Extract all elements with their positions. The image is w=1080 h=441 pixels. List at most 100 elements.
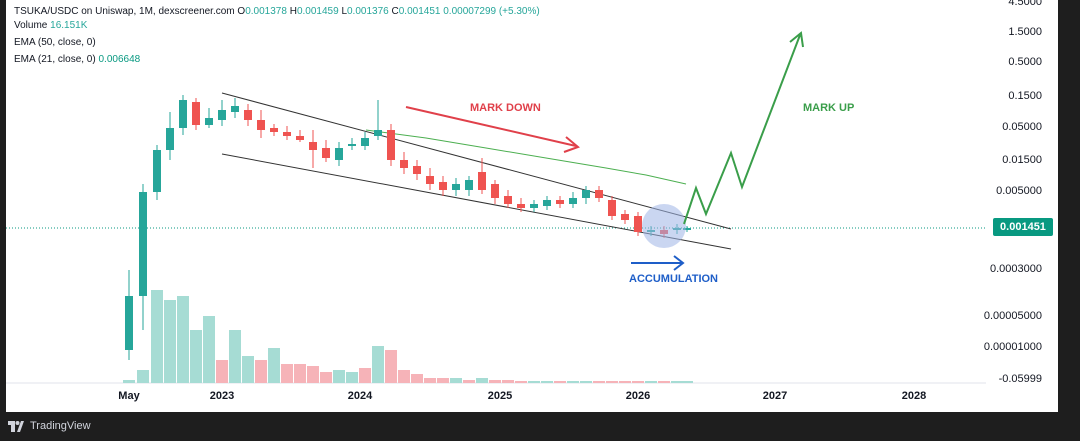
tradingview-brand: TradingView (30, 420, 91, 432)
volume-bar (255, 360, 267, 383)
candle-body (452, 184, 460, 190)
time-tick: May (118, 390, 140, 402)
price-tick: -0.05999 (998, 373, 1042, 385)
ohlc-high-label: H (289, 6, 297, 17)
candles (125, 95, 691, 360)
candle-body (179, 100, 187, 128)
candle-body (426, 176, 434, 184)
volume-bar (398, 370, 410, 383)
volume-bar (359, 368, 371, 383)
candle-body (139, 192, 147, 296)
price-tick: 0.0003000 (990, 263, 1042, 275)
volume-bar (515, 381, 527, 383)
volume-bar (411, 374, 423, 383)
candle-body (348, 144, 356, 146)
ohlc-open-label: O (237, 6, 246, 17)
candle-body (309, 142, 317, 150)
ohlc-high-value: 0.001459 (296, 6, 339, 17)
candle-body (491, 184, 499, 198)
price-tick: 0.05000 (1002, 121, 1042, 133)
candle-body (400, 160, 408, 168)
candle-body (296, 136, 304, 140)
candle-body (569, 198, 577, 204)
accumulation-arrow (631, 255, 685, 271)
legend-volume[interactable]: Volume 16.151K (14, 20, 87, 31)
time-tick: 2023 (209, 390, 235, 402)
ohlc-low-label: L (341, 6, 347, 17)
time-tick: 2026 (625, 390, 651, 402)
right-scrollbar[interactable] (1058, 0, 1080, 412)
mark-down-arrow (405, 106, 580, 153)
price-tick: 1.5000 (1008, 26, 1042, 38)
candle-body (205, 118, 213, 125)
volume-bar (606, 381, 618, 383)
ohlc-close-label: C (391, 6, 399, 17)
volume-bar (137, 370, 149, 383)
volume-bar (528, 381, 540, 383)
plot-canvas[interactable] (6, 0, 1058, 412)
price-tick: 4.5000 (1008, 0, 1042, 8)
mark-up-label: MARK UP (803, 102, 855, 114)
volume-bars (123, 290, 693, 383)
time-tick: 2024 (347, 390, 373, 402)
volume-bar (554, 381, 566, 383)
candle-body (231, 106, 239, 112)
volume-bar (476, 378, 488, 383)
volume-bar (333, 370, 345, 383)
chart-area[interactable]: TSUKA/USDC on Uniswap, 1M, dexscreener.c… (6, 0, 1058, 412)
volume-bar (268, 348, 280, 383)
volume-bar (229, 330, 241, 383)
candle-body (543, 200, 551, 206)
volume-bar (216, 360, 228, 383)
volume-bar (203, 316, 215, 383)
candle-body (504, 196, 512, 204)
volume-bar (437, 378, 449, 383)
candle-body (218, 110, 226, 120)
candle-body (556, 200, 564, 204)
legend-symbol-line: TSUKA/USDC on Uniswap, 1M, dexscreener.c… (14, 6, 540, 17)
price-tick: 0.1500 (1008, 90, 1042, 102)
volume-value: 16.151K (50, 20, 88, 31)
volume-bar (320, 372, 332, 383)
volume-bar (151, 290, 163, 383)
volume-bar (632, 381, 644, 383)
legend-ema21[interactable]: EMA (21, close, 0) 0.006648 (14, 54, 140, 65)
candle-body (335, 148, 343, 160)
volume-bar (190, 330, 202, 383)
candle-body (166, 128, 174, 150)
ema21-label: EMA (21, close, 0) (14, 54, 96, 65)
price-tick: 0.01500 (1002, 154, 1042, 166)
candle-body (595, 190, 603, 198)
volume-bar (385, 350, 397, 383)
candle-body (608, 200, 616, 216)
volume-bar (580, 381, 592, 383)
candle-body (374, 130, 382, 136)
volume-bar (567, 381, 579, 383)
candle-body (683, 228, 691, 230)
candle-body (387, 130, 395, 160)
candle-body (270, 128, 278, 132)
candle-body (517, 204, 525, 208)
symbol-title: TSUKA/USDC on Uniswap, 1M, dexscreener.c… (14, 6, 235, 17)
candle-body (257, 120, 265, 130)
candle-body (283, 132, 291, 136)
candle-body (439, 182, 447, 190)
mark-down-label: MARK DOWN (470, 102, 541, 114)
volume-bar (619, 381, 631, 383)
volume-bar (502, 380, 514, 383)
candle-body (478, 172, 486, 190)
price-tick: 0.5000 (1008, 56, 1042, 68)
ema-line (365, 129, 687, 185)
ohlc-change: 0.00007299 (+5.30%) (443, 6, 540, 17)
ema50-label: EMA (50, close, 0) (14, 37, 96, 48)
candle-body (413, 166, 421, 174)
candle-body (244, 110, 252, 120)
candle-body (192, 102, 200, 125)
candle-body (361, 138, 369, 146)
ohlc-close-value: 0.001451 (398, 6, 441, 17)
volume-label: Volume (14, 20, 48, 31)
volume-bar (372, 346, 384, 383)
legend-ema50[interactable]: EMA (50, close, 0) (14, 37, 96, 48)
candle-body (634, 216, 642, 232)
